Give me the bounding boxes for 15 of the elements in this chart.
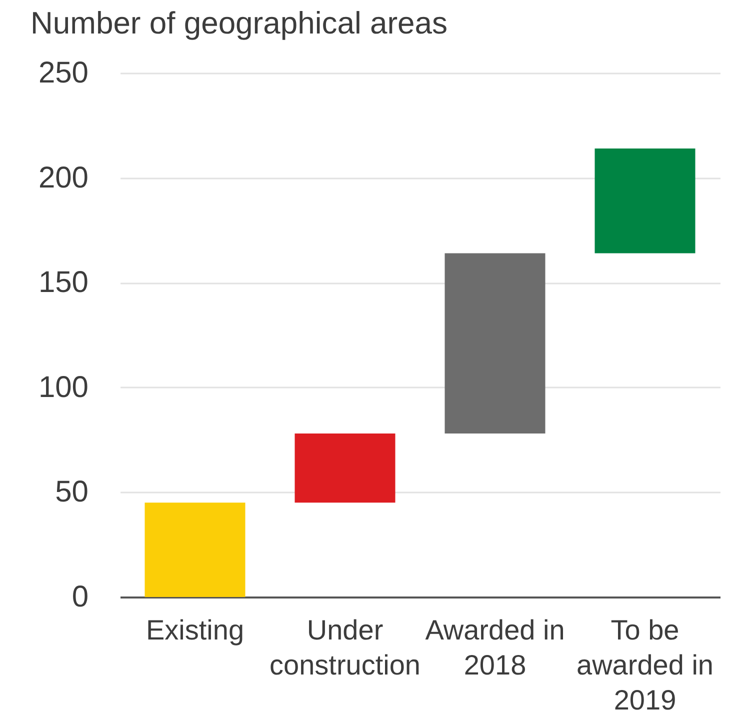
y-tick-label: 50 <box>55 476 88 509</box>
x-tick-label: To be awarded in 2019 <box>576 614 714 716</box>
y-tick-label: 0 <box>72 580 88 614</box>
bar <box>294 434 396 503</box>
x-tick-label: Existing <box>146 614 244 646</box>
bar <box>144 502 246 597</box>
y-tick-label: 150 <box>38 266 88 300</box>
y-tick-label: 250 <box>38 56 88 90</box>
x-tick-label: Awarded in 2018 <box>425 614 565 680</box>
bar <box>444 253 546 434</box>
bar <box>594 148 696 254</box>
y-tick-label: 100 <box>38 370 88 404</box>
x-tick-label: Under construction <box>270 614 420 680</box>
y-axis-title: Number of geographical areas <box>30 6 448 40</box>
y-tick-label: 200 <box>38 161 88 194</box>
